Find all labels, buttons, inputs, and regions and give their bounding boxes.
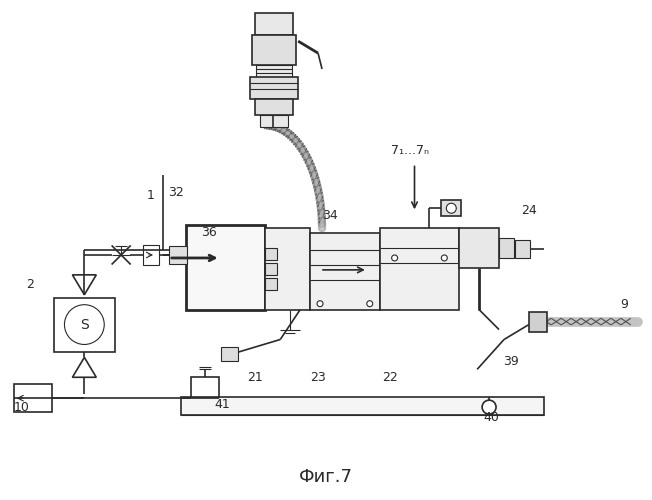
Bar (265, 263, 277, 275)
Text: 2: 2 (26, 278, 34, 291)
Text: 7₁...7ₙ: 7₁...7ₙ (391, 144, 428, 157)
Bar (256, 99, 293, 115)
Bar (256, 14, 293, 35)
Circle shape (317, 300, 323, 306)
Text: 40: 40 (483, 410, 499, 424)
Circle shape (392, 255, 398, 261)
Bar (310, 233, 379, 310)
Bar (169, 246, 186, 264)
Bar (252, 35, 296, 65)
Bar (265, 248, 277, 260)
Circle shape (65, 304, 104, 344)
Bar (260, 115, 288, 126)
Text: 36: 36 (201, 226, 216, 238)
Circle shape (447, 204, 456, 213)
Text: 41: 41 (215, 398, 230, 410)
Bar (191, 378, 218, 397)
Bar (499, 238, 514, 258)
Bar (515, 240, 530, 258)
Text: 22: 22 (382, 371, 398, 384)
Bar (459, 228, 499, 268)
Text: 21: 21 (248, 371, 263, 384)
Bar (53, 298, 115, 352)
Bar (220, 348, 239, 362)
Bar (441, 200, 461, 216)
Bar (14, 384, 52, 412)
Text: 1: 1 (147, 189, 155, 202)
Text: 9: 9 (621, 298, 629, 311)
Bar (529, 312, 547, 332)
Circle shape (367, 300, 373, 306)
Text: 10: 10 (14, 400, 29, 413)
Text: S: S (80, 318, 89, 332)
Text: Фиг.7: Фиг.7 (299, 468, 353, 485)
Text: 39: 39 (503, 355, 519, 368)
Bar (256, 65, 292, 77)
Circle shape (482, 400, 496, 414)
Bar (265, 278, 277, 290)
Text: 24: 24 (521, 204, 537, 216)
Bar (265, 228, 310, 310)
Text: 34: 34 (322, 208, 338, 222)
Bar (186, 225, 265, 310)
Bar (181, 397, 544, 415)
Text: 32: 32 (168, 186, 184, 199)
Bar (250, 77, 298, 99)
Circle shape (441, 255, 447, 261)
Bar (143, 245, 159, 265)
Text: 23: 23 (310, 371, 326, 384)
Bar (379, 228, 459, 310)
